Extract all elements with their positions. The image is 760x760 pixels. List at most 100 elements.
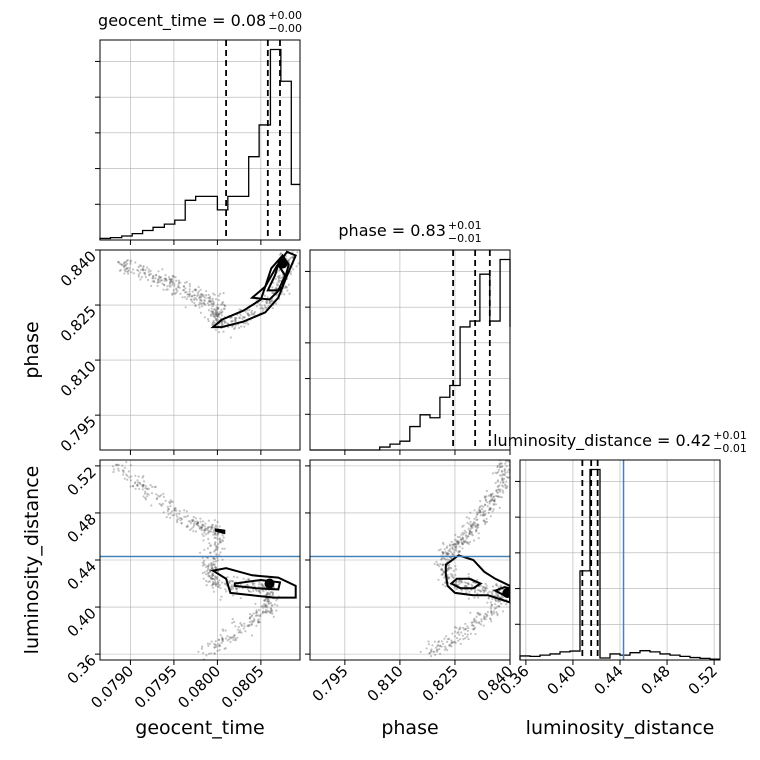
sample-point bbox=[185, 280, 188, 284]
sample-point bbox=[441, 583, 445, 586]
sample-point bbox=[222, 330, 225, 333]
sample-point bbox=[234, 316, 237, 320]
sample-point bbox=[211, 586, 214, 589]
sample-point bbox=[484, 499, 487, 502]
sample-point bbox=[489, 601, 493, 604]
sample-point bbox=[463, 532, 466, 535]
sample-point bbox=[202, 539, 205, 542]
x-tick-label: 0.0790 bbox=[87, 662, 137, 712]
sample-point bbox=[477, 613, 481, 616]
sample-point bbox=[248, 590, 251, 593]
sample-point bbox=[444, 558, 448, 561]
sample-point bbox=[197, 521, 200, 524]
sample-point bbox=[447, 558, 451, 562]
sample-point bbox=[182, 285, 185, 288]
title-lower-error: −0.01 bbox=[448, 232, 482, 245]
sample-point bbox=[216, 312, 219, 315]
sample-point bbox=[461, 525, 464, 528]
sample-point bbox=[471, 526, 474, 529]
sample-point bbox=[450, 551, 453, 554]
sample-point bbox=[203, 525, 206, 528]
sample-point bbox=[461, 542, 464, 545]
sample-point bbox=[264, 604, 267, 607]
sample-point bbox=[224, 629, 227, 632]
sample-point bbox=[167, 507, 171, 511]
sample-point bbox=[260, 605, 263, 608]
sample-point bbox=[441, 541, 445, 544]
sample-point bbox=[209, 313, 213, 316]
sample-point bbox=[226, 639, 229, 642]
sample-point bbox=[455, 540, 458, 543]
sample-point bbox=[269, 601, 273, 605]
sample-point bbox=[200, 299, 203, 303]
sample-point bbox=[269, 611, 272, 615]
x-tick-label: 0.810 bbox=[364, 662, 407, 705]
sample-point bbox=[431, 644, 434, 647]
sample-point bbox=[260, 583, 264, 586]
sample-point bbox=[212, 292, 215, 295]
sample-point bbox=[490, 613, 494, 616]
sample-point bbox=[169, 280, 172, 283]
sample-point bbox=[266, 606, 269, 609]
sample-point bbox=[178, 512, 181, 516]
sample-point bbox=[229, 316, 232, 319]
sample-point bbox=[471, 584, 474, 588]
sample-point bbox=[263, 603, 266, 606]
sample-point bbox=[450, 557, 453, 560]
sample-point bbox=[203, 571, 206, 574]
x-axis-label-phase: phase bbox=[381, 717, 438, 739]
sample-point bbox=[208, 525, 211, 529]
sample-point bbox=[473, 596, 476, 599]
sample-point bbox=[134, 261, 137, 264]
sample-point bbox=[122, 262, 125, 265]
sample-point bbox=[212, 310, 215, 313]
sample-point bbox=[175, 509, 178, 512]
x-tick-label: 0.0795 bbox=[131, 662, 181, 712]
sample-point bbox=[208, 296, 211, 299]
sample-point bbox=[224, 321, 227, 324]
sample-point bbox=[505, 603, 508, 606]
sample-point bbox=[213, 314, 216, 317]
sample-point bbox=[212, 557, 215, 560]
sample-point bbox=[278, 253, 282, 256]
sample-point bbox=[499, 600, 502, 603]
sample-point bbox=[472, 620, 476, 623]
sample-point bbox=[208, 300, 211, 303]
sample-point bbox=[143, 272, 146, 275]
sample-point bbox=[205, 569, 208, 572]
sample-point bbox=[209, 295, 212, 298]
sample-point bbox=[153, 280, 156, 284]
sample-point bbox=[122, 471, 125, 474]
sample-point bbox=[146, 278, 150, 282]
sample-point bbox=[127, 272, 130, 275]
sample-point bbox=[502, 491, 505, 494]
sample-point bbox=[495, 583, 498, 587]
sample-point bbox=[252, 589, 255, 593]
sample-point bbox=[489, 618, 492, 621]
sample-point bbox=[208, 642, 211, 645]
sample-point bbox=[235, 588, 238, 591]
sample-point bbox=[489, 507, 492, 510]
sample-point bbox=[491, 598, 494, 601]
sample-point bbox=[452, 548, 455, 551]
sample-point bbox=[462, 524, 465, 527]
sample-point bbox=[277, 281, 280, 284]
sample-point bbox=[266, 593, 269, 597]
sample-point bbox=[168, 282, 171, 285]
sample-point bbox=[470, 583, 473, 586]
sample-point bbox=[461, 536, 464, 539]
sample-point bbox=[164, 499, 167, 502]
sample-point bbox=[209, 297, 212, 301]
sample-point bbox=[175, 519, 179, 522]
sample-point bbox=[289, 270, 292, 273]
sample-point bbox=[212, 303, 215, 306]
sample-point bbox=[482, 624, 485, 627]
sample-point bbox=[163, 283, 166, 286]
sample-point bbox=[460, 538, 463, 541]
sample-point bbox=[268, 602, 271, 605]
sample-point bbox=[215, 319, 218, 322]
sample-point bbox=[187, 520, 190, 523]
sample-point bbox=[262, 308, 265, 311]
sample-point bbox=[503, 473, 506, 477]
sample-point bbox=[433, 650, 436, 653]
